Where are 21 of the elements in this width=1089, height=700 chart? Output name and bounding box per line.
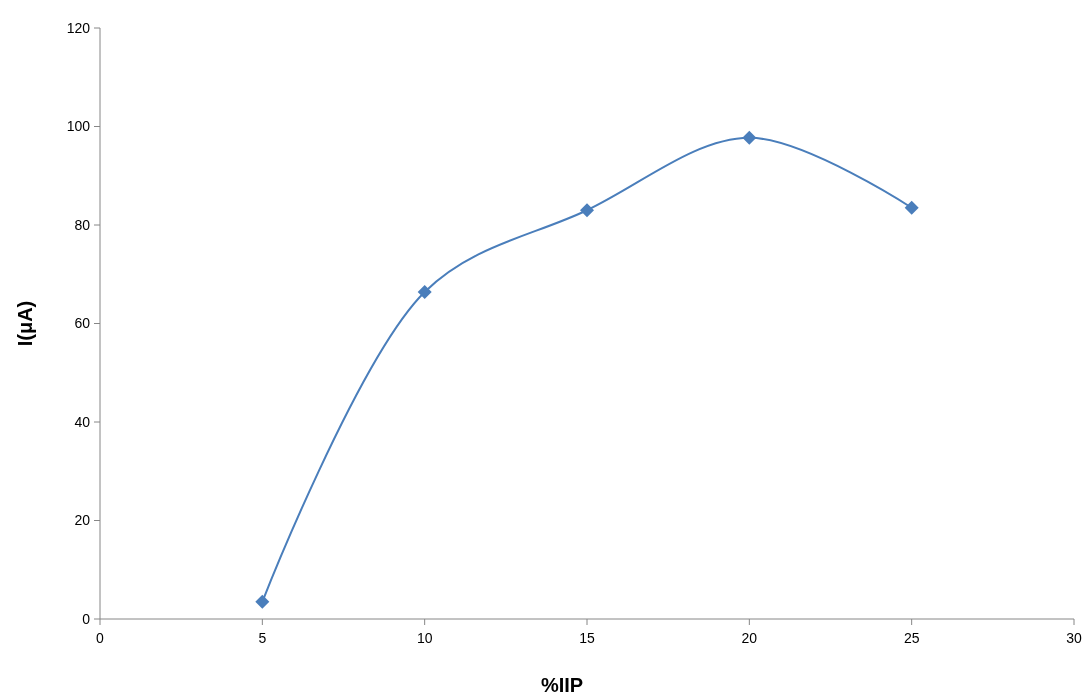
y-tick-label: 120 [66, 19, 91, 36]
x-tick-label: 25 [903, 630, 920, 646]
y-tick-label: 20 [74, 512, 91, 529]
y-tick-label: 40 [74, 413, 91, 430]
x-tick-label: 20 [741, 630, 758, 646]
x-axis-title: %IIP [540, 674, 584, 696]
x-tick-label: 10 [416, 630, 433, 646]
y-tick-label: 60 [74, 315, 91, 332]
y-tick-label: 100 [66, 118, 91, 135]
x-tick-label: 0 [96, 630, 105, 646]
point [580, 203, 594, 218]
point [255, 594, 270, 609]
point [417, 284, 432, 299]
x-tick-label: 5 [258, 630, 267, 646]
y-axis-title: I(μA) [14, 300, 36, 347]
point [904, 200, 919, 215]
point [742, 130, 757, 145]
x-tick-label: 30 [1066, 630, 1082, 646]
x-tick-label: 15 [579, 630, 595, 646]
y-tick-label: 80 [74, 216, 91, 233]
y-tick-label: 0 [82, 610, 91, 627]
